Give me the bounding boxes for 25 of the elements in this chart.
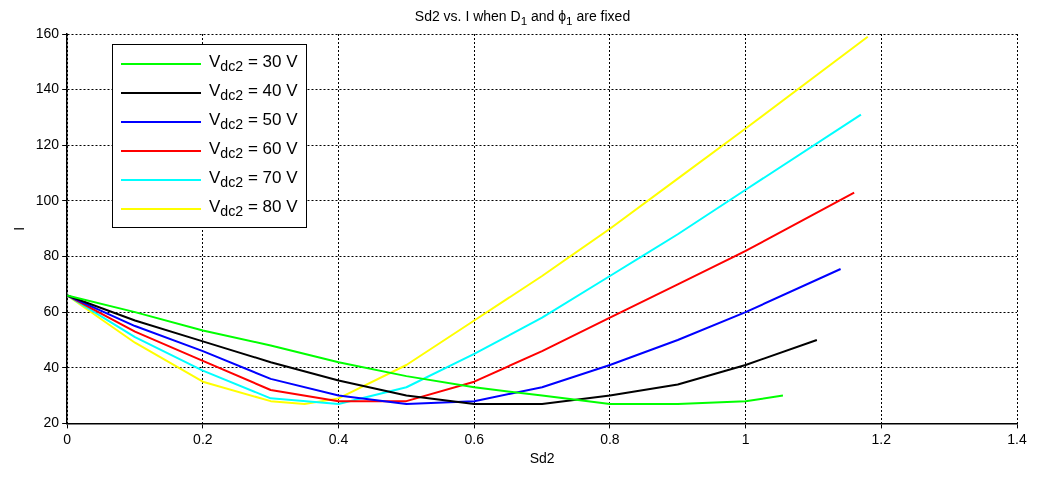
- x-tick-label: 0.2: [193, 430, 213, 447]
- chart-title: Sd2 vs. I when D$_{1}$ and ϕ$_{1}$ are fixed: [413, 8, 632, 27]
- legend-label: V$_{dc2}$ = 30 V: [209, 52, 298, 75]
- x-tick-label: 1.4: [1007, 430, 1027, 447]
- legend-label: V$_{dc2}$ = 70 V: [209, 168, 298, 191]
- y-tick-label: 120: [35, 136, 60, 153]
- y-tick-label: 60: [43, 303, 60, 319]
- y-axis-title: I: [11, 226, 28, 231]
- x-axis-title: Sd2: [529, 450, 555, 467]
- legend-label: V$_{dc2}$ = 60 V: [209, 139, 298, 162]
- x-tick-label: 1: [741, 430, 750, 447]
- x-tick-label: 1.2: [871, 430, 892, 447]
- y-tick-label: 100: [35, 191, 60, 208]
- legend-label: V$_{dc2}$ = 40 V: [209, 81, 298, 104]
- legend-label: V$_{dc2}$ = 50 V: [209, 110, 298, 133]
- x-tick-label: 0: [63, 430, 72, 447]
- y-tick-label: 80: [43, 247, 60, 264]
- y-tick-label: 140: [35, 80, 60, 97]
- legend-label: V$_{dc2}$ = 80 V: [209, 197, 298, 220]
- x-tick-label: 0.8: [600, 430, 620, 447]
- x-tick-label: 0.4: [328, 430, 349, 447]
- x-tick-label: 0.6: [464, 430, 485, 447]
- y-tick-label: 20: [43, 414, 60, 431]
- y-tick-label: 40: [43, 358, 60, 375]
- y-tick-label: 160: [35, 24, 60, 41]
